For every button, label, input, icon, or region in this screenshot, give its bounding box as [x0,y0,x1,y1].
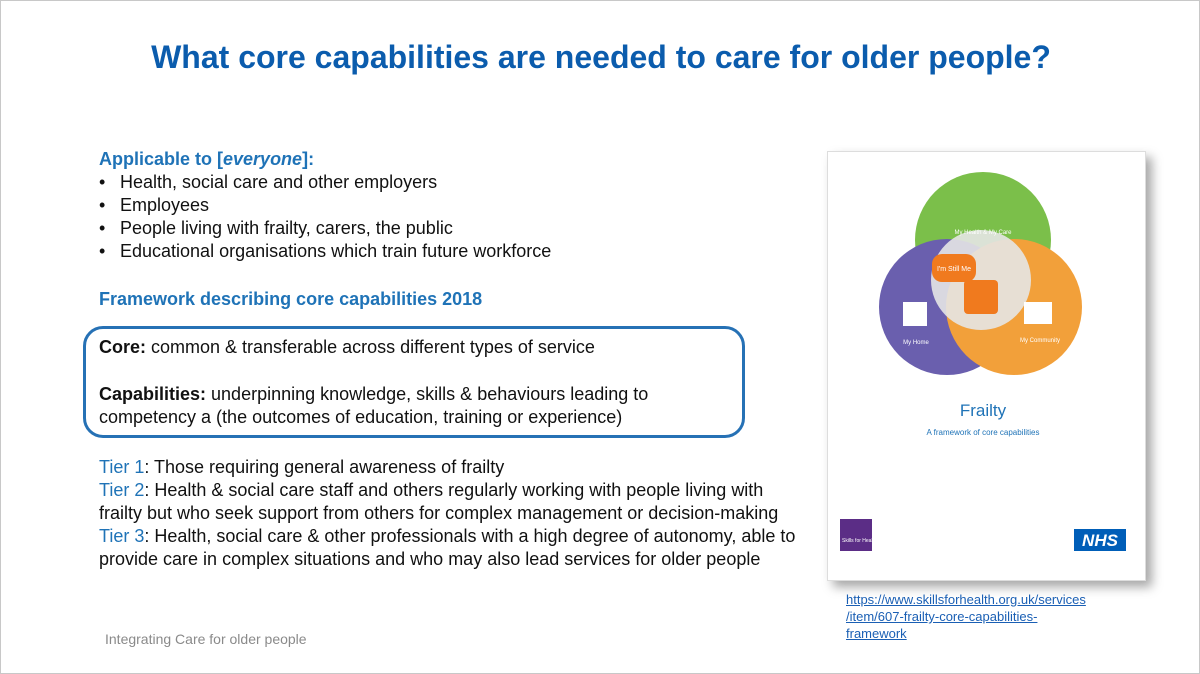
applicable-heading: Applicable to [everyone]: [99,148,799,171]
definition-box [83,326,745,438]
applicable-list: Health, social care and other employers … [99,171,799,263]
link-line[interactable]: framework [846,626,907,641]
bullet-item: People living with frailty, carers, the … [99,217,799,240]
tier-text: : Health, social care & other profession… [99,526,796,569]
definition: Core: common & transferable across diffe… [99,336,729,359]
center-label: I'm Still Me [937,266,971,273]
tier: Tier 1: Those requiring general awarenes… [99,456,799,479]
tier: Tier 2: Health & social care staff and o… [99,479,799,525]
tier: Tier 3: Health, social care & other prof… [99,525,799,571]
source-link[interactable]: https://www.skillsforhealth.org.uk/servi… [846,591,1086,642]
tiers: Tier 1: Those requiring general awarenes… [99,456,799,571]
circle-label: My Health & My Care [954,230,1012,236]
link-line[interactable]: https://www.skillsforhealth.org.uk/servi… [846,592,1086,607]
cover-subtitle: A framework of core capabilities [927,428,1040,437]
framework-heading: Framework describing core capabilities 2… [99,289,483,309]
bullet-item: Health, social care and other employers [99,171,799,194]
tier-label: Tier 2 [99,480,145,500]
cover-title: Frailty [960,401,1007,420]
logo-right-text: NHS [1082,531,1119,550]
home-icon [903,302,927,326]
tier-text: : Health & social care staff and others … [99,480,779,523]
term-text: common & transferable across different t… [146,337,595,357]
link-line[interactable]: /item/607-frailty-core-capabilities- [846,609,1038,624]
cover-art: My Health & My Care My Home My Community… [840,172,1126,551]
speech-bubble [932,254,976,282]
logo-right [1074,529,1126,551]
community-icon [1024,302,1052,324]
heading-part: ]: [302,149,315,169]
footer: Integrating Care for older people [105,631,307,647]
logo-left [840,519,872,551]
term-text: underpinning knowledge, skills & behavio… [99,384,649,427]
term: Capabilities: [99,384,207,404]
tier-label: Tier 3 [99,526,145,546]
slide-title: What core capabilities are needed to car… [151,39,1051,75]
tier-text: : Those requiring general awareness of f… [144,457,505,477]
term: Core: [99,337,147,357]
heading-part: Applicable to [ [99,149,224,169]
tier-label: Tier 1 [99,457,145,477]
circle-label: My Home [903,340,929,346]
cover-image: My Health & My Care My Home My Community… [827,151,1146,581]
logo-left-text: Skills for Health [842,538,877,544]
bullet-item: Employees [99,194,799,217]
circle-label: My Community [1020,338,1060,344]
applicable-block: Applicable to [everyone]: Health, social… [99,148,799,263]
definition: Capabilities: underpinning knowledge, sk… [99,383,729,429]
heading-emphasis: everyone [223,149,303,169]
person-icon [964,280,998,314]
bullet-item: Educational organisations which train fu… [99,240,799,263]
